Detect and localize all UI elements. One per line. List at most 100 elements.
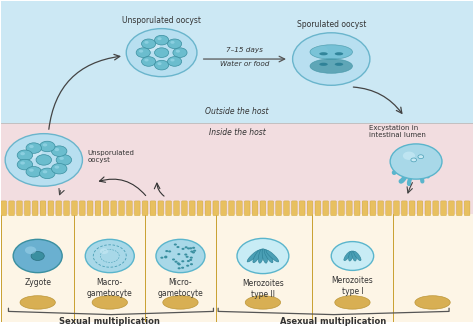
Circle shape bbox=[184, 246, 188, 248]
FancyBboxPatch shape bbox=[355, 201, 360, 215]
Text: Micro-
gametocyte: Micro- gametocyte bbox=[157, 278, 203, 298]
FancyBboxPatch shape bbox=[9, 201, 14, 215]
Circle shape bbox=[390, 144, 442, 179]
Circle shape bbox=[20, 152, 25, 155]
Circle shape bbox=[55, 166, 59, 169]
FancyBboxPatch shape bbox=[465, 201, 470, 215]
Circle shape bbox=[55, 148, 59, 151]
Circle shape bbox=[155, 48, 169, 57]
FancyBboxPatch shape bbox=[331, 201, 337, 215]
Circle shape bbox=[136, 48, 150, 57]
Circle shape bbox=[43, 170, 47, 174]
Ellipse shape bbox=[310, 45, 353, 59]
Circle shape bbox=[43, 143, 47, 147]
Circle shape bbox=[167, 39, 182, 49]
Circle shape bbox=[142, 57, 155, 66]
FancyBboxPatch shape bbox=[260, 201, 266, 215]
FancyBboxPatch shape bbox=[315, 201, 321, 215]
Circle shape bbox=[39, 168, 55, 179]
FancyBboxPatch shape bbox=[25, 201, 30, 215]
Text: Outside the host: Outside the host bbox=[205, 107, 269, 116]
Circle shape bbox=[170, 59, 174, 61]
Circle shape bbox=[5, 133, 82, 186]
Circle shape bbox=[176, 50, 180, 52]
FancyBboxPatch shape bbox=[1, 201, 7, 215]
Circle shape bbox=[164, 256, 167, 258]
FancyBboxPatch shape bbox=[338, 201, 344, 215]
FancyBboxPatch shape bbox=[300, 201, 305, 215]
Text: Macro-
gametocyte: Macro- gametocyte bbox=[87, 278, 133, 298]
Circle shape bbox=[177, 262, 180, 264]
Circle shape bbox=[170, 41, 174, 44]
Circle shape bbox=[142, 39, 155, 49]
Circle shape bbox=[157, 62, 162, 65]
FancyBboxPatch shape bbox=[433, 201, 438, 215]
FancyBboxPatch shape bbox=[292, 201, 297, 215]
Circle shape bbox=[167, 57, 182, 66]
FancyBboxPatch shape bbox=[323, 201, 328, 215]
Ellipse shape bbox=[20, 296, 55, 309]
FancyBboxPatch shape bbox=[17, 201, 22, 215]
Circle shape bbox=[85, 239, 134, 273]
FancyBboxPatch shape bbox=[410, 201, 415, 215]
FancyBboxPatch shape bbox=[362, 201, 368, 215]
Circle shape bbox=[189, 247, 192, 249]
FancyBboxPatch shape bbox=[393, 201, 399, 215]
FancyBboxPatch shape bbox=[370, 201, 376, 215]
FancyBboxPatch shape bbox=[221, 201, 227, 215]
FancyBboxPatch shape bbox=[346, 201, 352, 215]
FancyBboxPatch shape bbox=[95, 201, 101, 215]
Circle shape bbox=[176, 246, 180, 248]
Circle shape bbox=[13, 239, 62, 273]
Circle shape bbox=[20, 161, 25, 165]
Ellipse shape bbox=[163, 296, 198, 309]
FancyBboxPatch shape bbox=[111, 201, 117, 215]
Circle shape bbox=[181, 267, 184, 269]
FancyBboxPatch shape bbox=[56, 201, 62, 215]
Circle shape bbox=[23, 146, 42, 159]
FancyBboxPatch shape bbox=[448, 201, 454, 215]
Circle shape bbox=[190, 263, 193, 265]
Circle shape bbox=[29, 145, 34, 148]
Circle shape bbox=[155, 60, 169, 70]
FancyBboxPatch shape bbox=[190, 201, 195, 215]
FancyBboxPatch shape bbox=[158, 201, 164, 215]
Text: Unsporulated
oocyst: Unsporulated oocyst bbox=[87, 150, 134, 163]
FancyBboxPatch shape bbox=[80, 201, 85, 215]
Ellipse shape bbox=[92, 296, 128, 309]
Circle shape bbox=[52, 146, 67, 156]
Circle shape bbox=[187, 247, 190, 250]
Ellipse shape bbox=[319, 63, 328, 66]
FancyBboxPatch shape bbox=[213, 201, 219, 215]
Circle shape bbox=[173, 48, 187, 57]
Ellipse shape bbox=[335, 63, 343, 66]
FancyBboxPatch shape bbox=[72, 201, 77, 215]
FancyBboxPatch shape bbox=[245, 201, 250, 215]
Circle shape bbox=[165, 250, 168, 252]
Circle shape bbox=[185, 256, 189, 258]
FancyBboxPatch shape bbox=[48, 201, 54, 215]
Circle shape bbox=[192, 247, 195, 249]
Circle shape bbox=[145, 59, 149, 61]
FancyBboxPatch shape bbox=[142, 201, 148, 215]
Ellipse shape bbox=[354, 251, 361, 261]
Ellipse shape bbox=[262, 249, 267, 263]
Circle shape bbox=[139, 50, 143, 52]
Circle shape bbox=[126, 29, 197, 77]
FancyBboxPatch shape bbox=[87, 201, 93, 215]
Circle shape bbox=[155, 35, 169, 45]
FancyBboxPatch shape bbox=[103, 201, 109, 215]
Circle shape bbox=[178, 267, 181, 269]
Ellipse shape bbox=[310, 59, 353, 73]
Circle shape bbox=[26, 167, 42, 177]
Ellipse shape bbox=[352, 251, 356, 261]
Circle shape bbox=[190, 256, 193, 259]
Circle shape bbox=[292, 33, 370, 85]
Circle shape bbox=[174, 243, 177, 246]
Text: Zygote: Zygote bbox=[24, 278, 51, 287]
FancyBboxPatch shape bbox=[378, 201, 383, 215]
Circle shape bbox=[172, 258, 175, 260]
Circle shape bbox=[177, 253, 181, 255]
FancyBboxPatch shape bbox=[237, 201, 242, 215]
Text: Sexual multiplication: Sexual multiplication bbox=[59, 317, 160, 325]
